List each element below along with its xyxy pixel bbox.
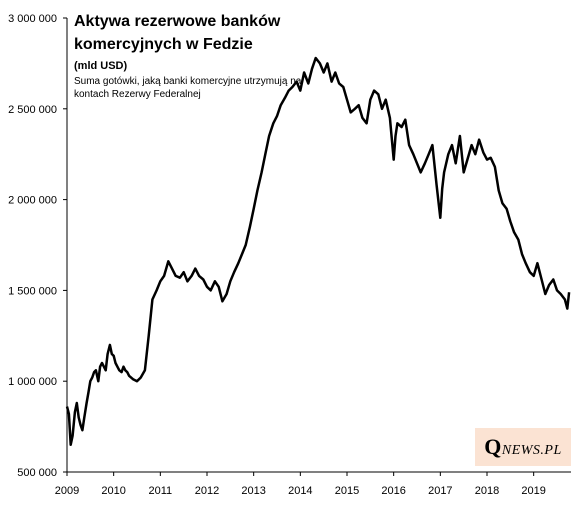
x-tick-label: 2009 [55, 485, 79, 497]
y-tick-label: 3 000 000 [8, 13, 57, 25]
x-tick-label: 2014 [288, 485, 312, 497]
x-tick-label: 2013 [241, 485, 265, 497]
y-axis: 500 000 1 000 000 1 500 000 2 000 000 2 500 … [8, 13, 68, 479]
qnews-logo-text: QNEWS.PL [484, 434, 562, 460]
x-tick-label: 2018 [475, 485, 499, 497]
x-axis: 2009 2010 2011 2012 2013 2014 2015 2016 2017 2018… [55, 471, 571, 497]
chart-title: Aktywa rezerwowe banków komercyjnych w F… [74, 13, 281, 53]
x-tick-label: 2017 [428, 485, 452, 497]
x-tick-label: 2015 [335, 485, 359, 497]
chart-unit: (mld USD) [74, 60, 128, 72]
x-tick-label: 2016 [381, 485, 405, 497]
series-line [65, 56, 571, 447]
qnews-logo: QNEWS.PL [475, 428, 571, 466]
series-group [65, 56, 571, 447]
x-tick-label: 2011 [149, 485, 173, 497]
x-tick-label: 2019 [521, 485, 545, 497]
x-tick-label: 2010 [101, 485, 125, 497]
y-tick-label: 500 000 [17, 467, 57, 479]
chart-subtitle: Suma gotówki, jaką banki komercyjne utrz… [74, 76, 302, 100]
y-tick-label: 2 000 000 [8, 195, 57, 207]
logo-initial: Q [484, 434, 502, 459]
x-tick-label: 2012 [195, 485, 219, 497]
logo-rest: NEWS.PL [501, 443, 562, 458]
y-tick-label: 1 500 000 [8, 285, 57, 297]
y-tick-label: 1 000 000 [8, 376, 57, 388]
y-tick-label: 2 500 000 [8, 104, 57, 116]
